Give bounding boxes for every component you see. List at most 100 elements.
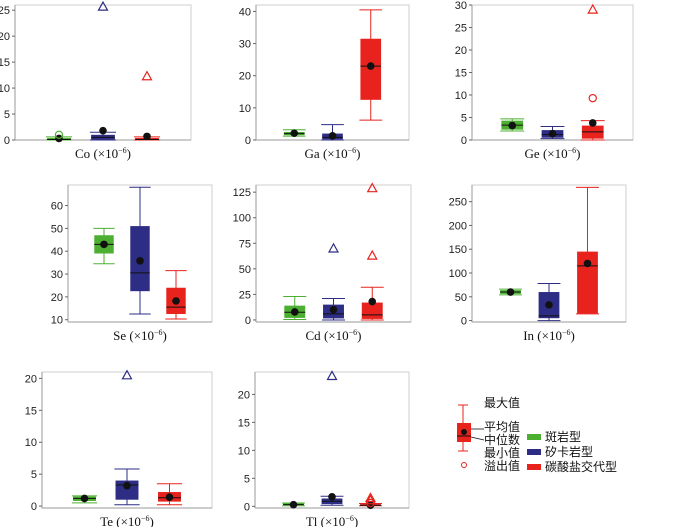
box-porphyry bbox=[282, 129, 306, 138]
box-porphyry bbox=[93, 227, 115, 265]
y-tick-label: 0 bbox=[461, 316, 467, 328]
legend-key-mean bbox=[461, 429, 467, 435]
mean-point bbox=[100, 240, 108, 249]
y-tick-label: 25 bbox=[0, 5, 10, 17]
x-axis-exponent: −6 bbox=[562, 328, 571, 337]
y-tick-label: 100 bbox=[233, 213, 251, 225]
chart-ge: 0 5 10 15 20 25 30 Ge (×10−6) bbox=[455, 0, 634, 161]
y-tick-label: 30 bbox=[51, 269, 63, 281]
x-axis-unit: (×10 bbox=[323, 146, 348, 161]
x-axis-element: Ga bbox=[305, 146, 320, 161]
legend-median-label: 中位数 bbox=[484, 432, 520, 447]
legend-swatch-skarn bbox=[527, 449, 541, 455]
x-axis-title: Cd (×10−6) bbox=[306, 328, 362, 343]
x-axis-unit: (×10 bbox=[324, 328, 349, 343]
mean-point bbox=[328, 132, 337, 140]
legend-max-label: 最大值 bbox=[484, 395, 520, 410]
mean-point bbox=[329, 305, 338, 314]
x-axis-element: Ge bbox=[525, 146, 540, 161]
y-tick-label: 250 bbox=[449, 197, 467, 209]
y-tick-label: 50 bbox=[455, 292, 467, 304]
box-skarn bbox=[321, 242, 346, 321]
outlier-triangle bbox=[366, 249, 378, 260]
x-axis-element: Cd bbox=[306, 328, 322, 343]
x-axis-exponent: −6 bbox=[154, 328, 163, 337]
x-axis-close: ) bbox=[127, 146, 131, 161]
legend-key-lead-median bbox=[470, 436, 485, 441]
x-axis-exponent: −6 bbox=[141, 514, 150, 523]
y-tick-label: 50 bbox=[51, 223, 63, 235]
box-porphyry bbox=[499, 288, 522, 296]
box-porphyry bbox=[45, 130, 73, 143]
chart-in: 0 50 100 150 200 250 In (×10−6) bbox=[449, 184, 627, 343]
legend-outlier-label: 溢出值 bbox=[484, 458, 520, 473]
outlier-triangle bbox=[587, 3, 599, 14]
outlier-triangle bbox=[364, 492, 377, 503]
x-axis-exponent: −6 bbox=[348, 146, 357, 155]
x-axis-title: Te (×10−6) bbox=[100, 514, 154, 527]
mean-point bbox=[165, 493, 174, 501]
box-porphyry bbox=[500, 118, 525, 132]
chart-se: 10 20 30 40 50 60 Se (×10−6) bbox=[51, 184, 213, 343]
y-tick-label: 10 bbox=[0, 83, 10, 95]
legend-swatch-porphyry bbox=[527, 434, 541, 440]
y-tick-label: 0 bbox=[4, 135, 10, 147]
mean-point bbox=[508, 121, 517, 130]
x-axis-element: Tl bbox=[306, 514, 318, 527]
plot-frame bbox=[255, 4, 410, 141]
mean-point bbox=[366, 62, 375, 70]
box-carbonate bbox=[576, 186, 599, 315]
mean-point bbox=[545, 301, 553, 309]
mean-point bbox=[548, 129, 557, 138]
y-tick-label: 10 bbox=[239, 103, 251, 115]
chart-tl: 0 5 10 15 20 Tl (×10−6) bbox=[238, 370, 410, 527]
y-tick-label: 0 bbox=[245, 315, 251, 327]
plot-frame bbox=[14, 4, 192, 141]
outlier-triangle bbox=[141, 70, 153, 81]
x-axis-title: In (×10−6) bbox=[523, 328, 575, 343]
y-tick-label: 5 bbox=[31, 469, 37, 481]
box-skarn bbox=[537, 282, 561, 322]
y-tick-label: 10 bbox=[51, 315, 63, 327]
iqr-box bbox=[577, 251, 598, 314]
legend-swatch-carbonate bbox=[527, 464, 541, 470]
mean-point bbox=[143, 132, 151, 141]
y-tick-label: 20 bbox=[51, 292, 63, 304]
x-axis-unit: (×10 bbox=[93, 146, 118, 161]
mean-point bbox=[136, 257, 144, 265]
y-tick-label: 60 bbox=[51, 201, 63, 213]
y-tick-label: 0 bbox=[31, 501, 37, 513]
y-tick-label: 20 bbox=[455, 45, 467, 57]
y-tick-label: 75 bbox=[239, 238, 251, 250]
y-tick-label: 10 bbox=[238, 445, 250, 457]
chart-cd: 0 25 50 75 100 125 Cd (×10−6) bbox=[233, 182, 412, 343]
y-tick-label: 30 bbox=[239, 39, 251, 51]
box-skarn bbox=[114, 369, 140, 506]
outlier-triangle bbox=[326, 370, 338, 381]
box-skarn bbox=[320, 370, 344, 506]
y-tick-label: 0 bbox=[245, 135, 251, 147]
chart-te: 0 5 10 15 20 Te (×10−6) bbox=[25, 369, 213, 527]
x-axis-title: Ge (×10−6) bbox=[525, 146, 581, 161]
outlier-triangle bbox=[121, 369, 133, 380]
box-carbonate bbox=[156, 483, 183, 506]
y-tick-label: 15 bbox=[455, 68, 467, 80]
box-carbonate bbox=[359, 9, 383, 121]
chart-co: 0 5 10 15 20 25 Co (×10−6) bbox=[0, 0, 192, 161]
x-axis-element: Co bbox=[75, 146, 90, 161]
y-tick-label: 20 bbox=[0, 31, 10, 43]
outlier-circle bbox=[588, 93, 597, 103]
y-tick-label: 15 bbox=[0, 57, 10, 69]
mean-point bbox=[588, 119, 597, 127]
plot-frame bbox=[254, 371, 410, 509]
y-tick-label: 10 bbox=[455, 90, 467, 102]
x-axis-element: Te bbox=[100, 514, 113, 527]
box-carbonate bbox=[580, 3, 605, 141]
y-tick-label: 20 bbox=[238, 389, 250, 401]
box-carbonate bbox=[360, 182, 384, 321]
y-tick-label: 25 bbox=[455, 23, 467, 35]
x-axis-exponent: −6 bbox=[349, 328, 358, 337]
legend-mean-label: 平均值 bbox=[484, 419, 520, 434]
x-axis-exponent: −6 bbox=[345, 514, 354, 523]
